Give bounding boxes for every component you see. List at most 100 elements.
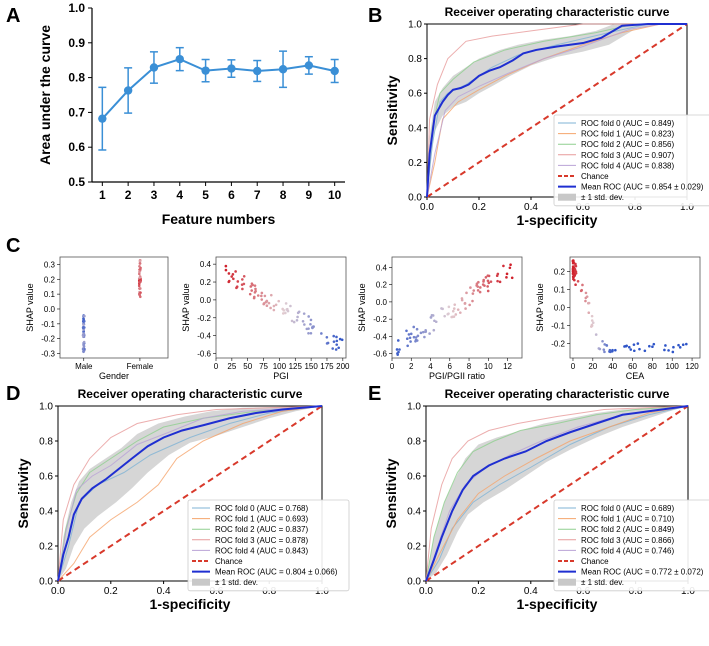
x-tick-label: 40 xyxy=(608,362,617,371)
shap-point xyxy=(464,307,467,310)
x-tick-label: 120 xyxy=(685,362,699,371)
x-tick-label: 3 xyxy=(151,188,158,202)
y-tick-label: 0.2 xyxy=(408,158,422,169)
shap-point xyxy=(648,344,651,348)
shap-point xyxy=(325,342,329,345)
shap-point xyxy=(138,287,142,290)
y-axis-label: SHAP value xyxy=(357,283,367,331)
shap-point xyxy=(284,302,288,305)
shap-point xyxy=(614,348,617,352)
y-axis-label: SHAP value xyxy=(181,283,191,331)
x-tick-label: 7 xyxy=(254,188,261,202)
shap-point xyxy=(242,275,246,278)
shap-point xyxy=(265,304,269,307)
shap-point xyxy=(508,266,512,270)
shap-point xyxy=(652,342,656,346)
shap-point xyxy=(405,329,408,333)
y-tick-label: -0.2 xyxy=(373,315,387,324)
x-tick-label: 2 xyxy=(409,362,414,371)
shap-point xyxy=(505,276,508,279)
shap-point xyxy=(598,347,602,351)
shap-subplot-0: -0.3 -0.2 -0.1 0.0 0.1 0.2 0.3 SHAP value Gender… xyxy=(25,256,169,381)
shap-point xyxy=(138,276,141,279)
y-tick-label: 0.4 xyxy=(407,507,421,518)
shap-point xyxy=(137,284,141,288)
shap-point xyxy=(574,264,578,268)
shap-point xyxy=(295,318,299,322)
shap-point xyxy=(286,309,290,313)
shap-point xyxy=(82,317,85,321)
panel-tag-e: E xyxy=(368,383,381,405)
legend-swatch-std xyxy=(558,193,576,201)
shap-point xyxy=(419,331,423,335)
data-point xyxy=(278,65,288,74)
x-tick-label: 0 xyxy=(571,362,576,371)
x-axis-label: 1-specificity xyxy=(517,212,598,228)
x-tick-label: 0.6 xyxy=(576,586,590,597)
shap-point xyxy=(230,275,233,278)
shap-point xyxy=(416,334,420,338)
shap-point xyxy=(309,318,313,322)
shap-point xyxy=(496,272,500,276)
y-tick-label: 0.2 xyxy=(554,267,566,276)
y-tick-label: 0.0 xyxy=(554,304,566,313)
y-tick-label: -0.2 xyxy=(551,340,565,349)
x-tick-label: 12 xyxy=(503,362,512,371)
shap-point xyxy=(302,312,306,315)
shap-point xyxy=(585,295,589,298)
shap-point xyxy=(574,262,577,266)
plot-frame xyxy=(569,256,701,359)
shap-point xyxy=(471,292,475,295)
shap-point xyxy=(484,276,488,279)
shap-point xyxy=(590,314,594,318)
shap-point xyxy=(482,278,485,282)
shap-point xyxy=(584,291,588,295)
y-axis-label: SHAP value xyxy=(535,283,545,331)
x-tick-label: 150 xyxy=(304,362,318,371)
plot-title: Receiver operating characteristic curve xyxy=(445,5,670,19)
shap-point xyxy=(623,345,626,348)
std-band xyxy=(426,406,688,581)
shap-subplot-1: -0.6 -0.4 -0.2 0.0 0.2 0.4 SHAP value PGI 0 25 50 7… xyxy=(181,256,350,381)
roc-fold-4 xyxy=(426,23,687,198)
shap-point xyxy=(338,337,342,341)
shap-point xyxy=(332,340,336,343)
shap-point xyxy=(337,346,340,350)
shap-point xyxy=(409,340,412,343)
shap-point xyxy=(510,276,514,280)
roc-fold-3 xyxy=(425,405,689,582)
shap-point xyxy=(82,323,85,326)
chance-line xyxy=(425,405,689,582)
shap-point xyxy=(332,334,336,338)
shap-point xyxy=(241,278,244,281)
x-axis-label: Feature numbers xyxy=(162,211,276,227)
shap-point xyxy=(138,292,141,296)
shap-point xyxy=(405,337,409,341)
shap-point xyxy=(263,294,267,298)
legend-label: ROC fold 0 (AUC = 0.768) xyxy=(215,504,308,513)
shap-point xyxy=(282,309,286,312)
shap-point xyxy=(232,277,235,281)
shap-point xyxy=(443,314,446,318)
x-tick-label: 0.8 xyxy=(629,586,643,597)
shap-point xyxy=(633,349,636,353)
shap-point xyxy=(423,335,426,339)
x-tick-label: 0.0 xyxy=(420,202,434,213)
x-tick-label: 0.2 xyxy=(471,586,485,597)
shap-point xyxy=(446,312,450,316)
shap-point xyxy=(571,265,575,268)
plot-title: Receiver operating characteristic curve xyxy=(445,387,670,401)
shap-subplot-2: -0.6 -0.4 -0.2 0.0 0.2 0.4 SHAP value PGI/PGII … xyxy=(357,256,523,381)
shap-point xyxy=(602,348,606,351)
plot-frame xyxy=(215,256,347,359)
y-tick-label: 0.8 xyxy=(408,54,422,65)
panel-d-roc: Receiver operating characteristic curve 0… xyxy=(15,387,350,612)
shap-point xyxy=(139,280,142,283)
shap-point xyxy=(447,305,451,309)
roc-fold-0 xyxy=(426,23,687,198)
x-tick-label: Male xyxy=(75,362,93,371)
shap-point xyxy=(414,336,418,339)
shap-point xyxy=(241,287,244,291)
shap-point xyxy=(292,320,296,324)
x-tick-label: 80 xyxy=(648,362,657,371)
